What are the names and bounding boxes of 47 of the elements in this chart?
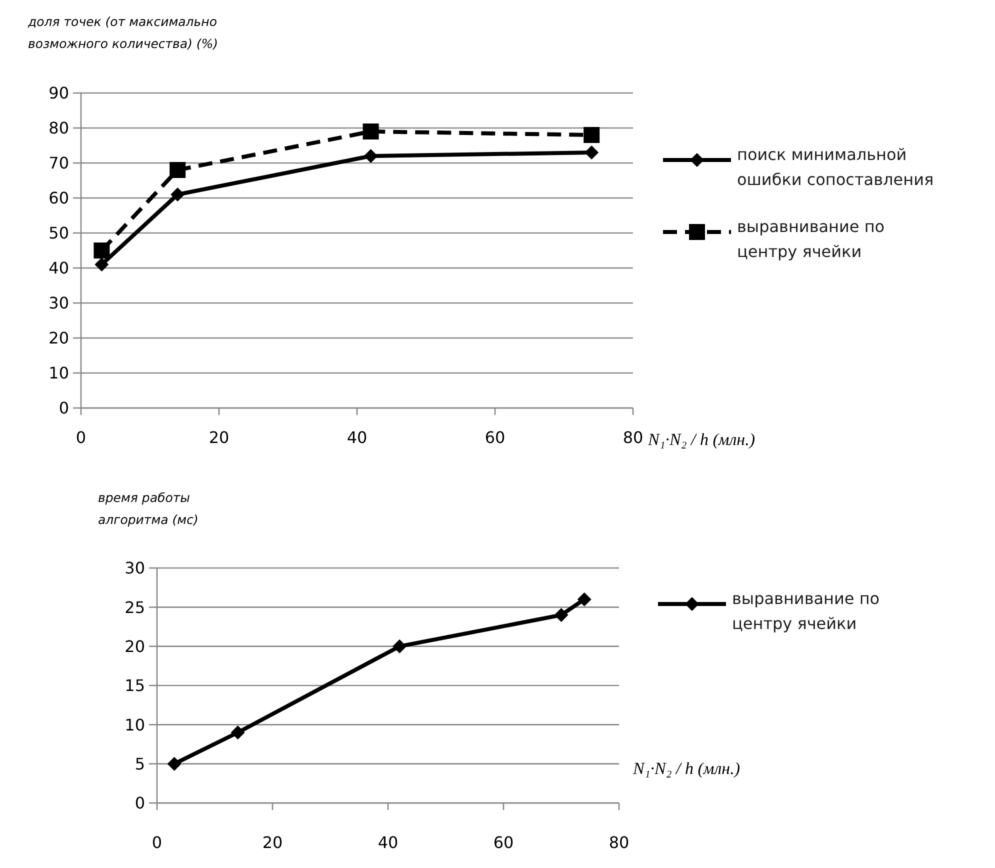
y-tick-label: 20: [124, 636, 145, 656]
point: [170, 162, 186, 178]
y-tick-label: 0: [134, 794, 145, 813]
y-axis-title: доля точек (от максимально возможного количества) (%): [27, 14, 218, 51]
y-tick-label: 5: [134, 754, 145, 774]
y-tick-label: 60: [48, 188, 69, 208]
y-tick-label: 25: [124, 598, 145, 617]
x-tick-label: 60: [493, 833, 514, 852]
x-tick-label: 40: [346, 428, 368, 448]
point: [364, 149, 378, 163]
y-tick-label: 50: [48, 224, 69, 243]
y-tick-label: 10: [48, 364, 69, 383]
point: [584, 127, 600, 143]
x-tick-label: 60: [484, 428, 506, 448]
point: [584, 146, 599, 160]
point: [94, 242, 110, 258]
legend-label: поиск минимальной ошибки сопоставления: [737, 145, 934, 189]
y-axis-title: время работы алгоритма (мс): [98, 490, 198, 527]
x-axis-title: N₁·N₂ / h (млн.): [632, 759, 740, 778]
y-tick-label: 80: [48, 118, 69, 138]
x-tick-label: 80: [608, 833, 630, 852]
y-tick-label: 30: [48, 294, 69, 313]
y-tick-label: 10: [124, 715, 145, 734]
y-tick-label: 90: [48, 84, 69, 103]
legend-label: выравнивание по центру ячейки: [737, 217, 885, 261]
point: [170, 188, 185, 202]
x-tick-label: 20: [208, 428, 230, 448]
x-tick-label: 40: [378, 833, 398, 852]
y-tick-label: 20: [48, 328, 69, 348]
x-tick-label: 80: [622, 428, 644, 448]
legend-label: выравнивание по центру ячейки: [732, 589, 880, 633]
point: [230, 726, 245, 740]
point: [94, 258, 109, 272]
point: [392, 639, 407, 654]
y-tick-label: 15: [124, 676, 145, 696]
x-tick-label: 0: [76, 428, 86, 448]
point: [362, 124, 379, 140]
point: [554, 608, 568, 622]
x-axis-title: N₁·N₂ / h (млн.): [647, 430, 756, 449]
y-tick-label: 70: [48, 154, 69, 173]
point: [167, 756, 182, 771]
y-tick-label: 40: [48, 258, 69, 278]
y-tick-label: 30: [124, 558, 145, 578]
point: [577, 592, 592, 606]
x-tick-label: 0: [152, 833, 162, 852]
y-tick-label: 0: [58, 398, 69, 418]
x-tick-label: 20: [262, 833, 283, 852]
